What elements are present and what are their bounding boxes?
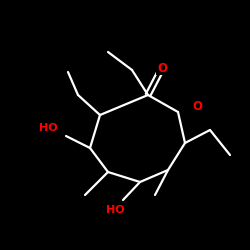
Text: O: O <box>157 62 167 74</box>
Text: HO: HO <box>106 205 124 215</box>
Text: HO: HO <box>39 123 57 133</box>
Text: O: O <box>192 100 202 114</box>
